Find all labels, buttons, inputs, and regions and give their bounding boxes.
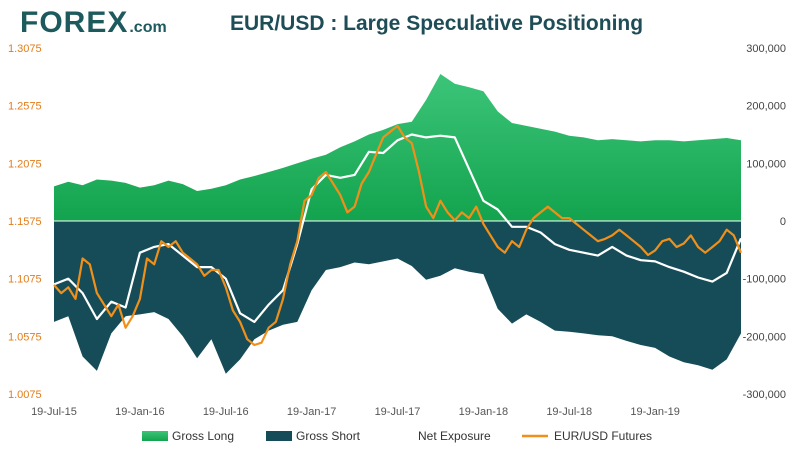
right-axis-tick: -100,000 — [743, 274, 786, 286]
logo-suffix: .com — [129, 19, 167, 36]
x-axis-tick: 19-Jan-18 — [459, 406, 509, 418]
legend-label-net-exposure: Net Exposure — [418, 429, 491, 443]
x-axis-tick: 19-Jan-16 — [115, 406, 165, 418]
legend-swatch-gross-short — [266, 431, 292, 441]
legend-label-gross-short: Gross Short — [296, 429, 361, 443]
left-axis-tick: 1.1575 — [8, 216, 42, 228]
gross-long-area — [54, 74, 741, 221]
right-axis-tick: -200,000 — [743, 331, 786, 343]
x-axis-tick: 19-Jan-17 — [287, 406, 337, 418]
left-axis-tick: 1.2575 — [8, 101, 42, 113]
x-axis-tick: 19-Jul-16 — [203, 406, 249, 418]
x-axis-tick: 19-Jul-17 — [375, 406, 421, 418]
left-axis-tick: 1.0075 — [8, 389, 42, 401]
right-axis-tick: 300,000 — [746, 43, 786, 55]
left-axis-tick: 1.0575 — [8, 331, 42, 343]
left-axis-tick: 1.2075 — [8, 158, 42, 170]
legend-label-eur-usd-futures: EUR/USD Futures — [554, 429, 652, 443]
eurusd-futures-line — [53, 124, 743, 347]
gross-short-area — [54, 221, 741, 374]
left-axis-tick: 1.1075 — [8, 274, 42, 286]
right-axis-tick: 0 — [780, 216, 786, 228]
right-axis-tick: 100,000 — [746, 158, 786, 170]
forex-logo: FOREX .com — [20, 6, 167, 42]
x-axis-tick: 19-Jan-19 — [630, 406, 680, 418]
x-axis-tick: 19-Jul-18 — [546, 406, 592, 418]
right-axis-tick: -300,000 — [743, 389, 786, 401]
legend-swatch-gross-long — [142, 431, 168, 441]
x-axis-tick: 19-Jul-15 — [31, 406, 77, 418]
legend-label-gross-long: Gross Long — [172, 429, 234, 443]
net-exposure-line — [53, 133, 743, 323]
left-axis-tick: 1.3075 — [8, 43, 42, 55]
chart-title: EUR/USD : Large Speculative Positioning — [230, 12, 644, 35]
logo-brand: FOREX — [20, 6, 129, 39]
right-axis-tick: 200,000 — [746, 101, 786, 113]
